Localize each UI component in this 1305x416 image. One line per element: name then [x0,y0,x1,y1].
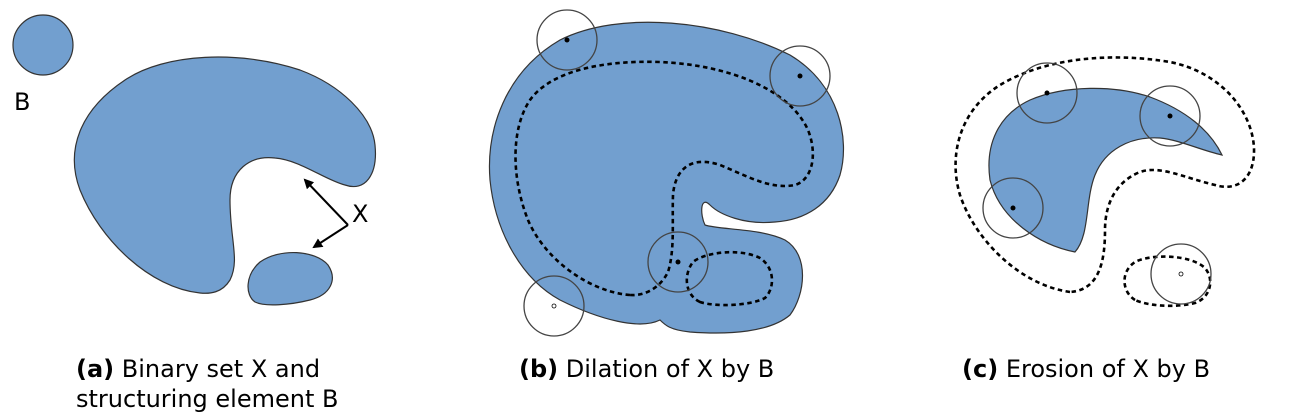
structuring-element-b [12,14,74,76]
structuring-element-center-4 [551,303,557,309]
caption-b-text: Dilation of X by B [565,355,775,383]
structuring-element-position-1 [536,9,598,71]
panel-a: B X [12,14,377,306]
structuring-element-position-2 [1139,85,1201,147]
structuring-element-center-1 [1044,90,1050,96]
caption-a-line1: Binary set X and [121,355,321,383]
eroded-shape [988,87,1224,253]
structuring-element-position-3 [647,231,709,293]
structuring-element-center-4 [1178,271,1184,277]
structuring-element-position-4 [523,275,585,337]
structuring-element-position-2 [769,45,831,107]
original-set-outline-small [1123,255,1212,308]
structuring-element-position-1 [1016,62,1078,124]
binary-set-x-main [73,56,377,294]
arrow-to-main-shape [303,178,349,226]
set-x-label: X [352,200,368,228]
structuring-element-center-3 [675,259,681,265]
structuring-element-center-3 [1010,205,1016,211]
dilated-shape [488,21,845,334]
caption-c-prefix: (c) [962,355,999,383]
panel-c [954,56,1256,308]
structuring-element-center-1 [564,37,570,43]
structuring-element-position-4 [1150,243,1212,305]
original-set-outline-small [685,250,774,307]
original-set-outline-main [954,56,1256,294]
binary-set-x-small [247,251,333,306]
original-set-outline-large [514,60,815,297]
structuring-element-position-3 [982,177,1044,239]
caption-c-text: Erosion of X by B [1005,355,1211,383]
caption-a-line2: structuring element B [76,385,339,413]
caption-c: (c) Erosion of X by B [962,354,1282,384]
caption-b: (b) Dilation of X by B [519,354,859,384]
structuring-element-center-2 [1167,113,1173,119]
structuring-element-label: B [14,88,30,116]
panel-b [488,9,845,337]
caption-b-prefix: (b) [519,355,559,383]
caption-a: (a) Binary set X and structuring element… [76,354,376,414]
arrow-to-small-shape [312,224,349,249]
structuring-element-center-2 [797,73,803,79]
caption-a-prefix: (a) [76,355,115,383]
